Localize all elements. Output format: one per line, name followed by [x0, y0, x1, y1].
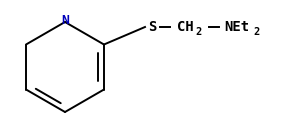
Text: 2: 2: [254, 27, 260, 37]
Text: 2: 2: [196, 27, 202, 37]
Text: CH: CH: [177, 20, 193, 34]
Text: N: N: [61, 13, 69, 26]
Text: NEt: NEt: [224, 20, 249, 34]
Text: S: S: [148, 20, 156, 34]
